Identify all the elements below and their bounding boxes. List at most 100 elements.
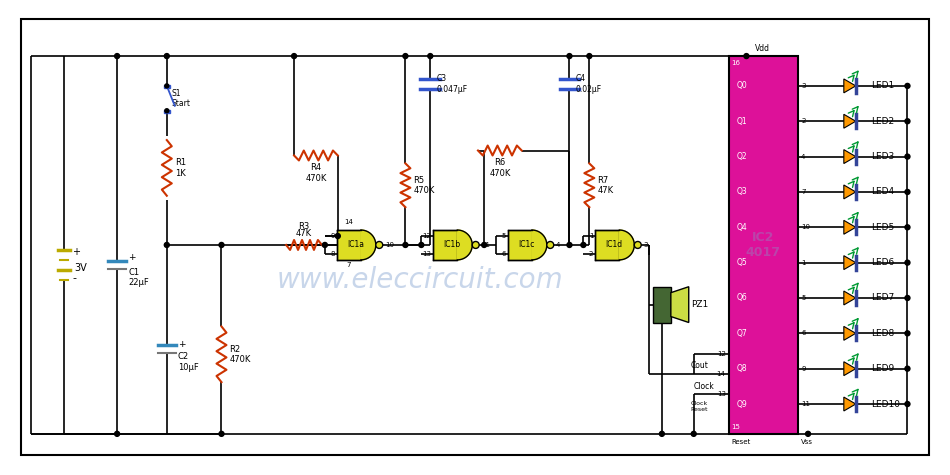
Text: Q1: Q1 [736, 117, 747, 126]
Circle shape [547, 241, 554, 248]
Text: 1: 1 [801, 260, 806, 266]
Circle shape [905, 190, 910, 194]
Text: Q0: Q0 [736, 81, 748, 90]
Polygon shape [619, 230, 635, 260]
Text: 13: 13 [422, 251, 431, 257]
Text: 1: 1 [589, 233, 594, 239]
Circle shape [905, 401, 910, 407]
Circle shape [403, 242, 408, 247]
Polygon shape [844, 79, 856, 93]
Text: 8: 8 [801, 424, 806, 430]
Text: IC1a: IC1a [347, 240, 364, 249]
Circle shape [580, 242, 586, 247]
Circle shape [905, 225, 910, 230]
Text: 15: 15 [732, 424, 740, 430]
Circle shape [567, 54, 572, 58]
Circle shape [335, 234, 340, 238]
Text: LED7: LED7 [870, 294, 894, 303]
Polygon shape [844, 150, 856, 163]
Text: 9: 9 [801, 366, 806, 371]
Polygon shape [361, 230, 376, 260]
Polygon shape [844, 362, 856, 376]
Text: 6: 6 [502, 251, 505, 257]
Text: 14: 14 [716, 371, 726, 377]
Circle shape [587, 54, 592, 58]
Text: IC1b: IC1b [444, 240, 461, 249]
Circle shape [905, 366, 910, 371]
Bar [163, 85, 170, 88]
Circle shape [164, 54, 169, 58]
Text: R6
470K: R6 470K [489, 159, 510, 178]
Polygon shape [844, 326, 856, 340]
Text: www.eleccircuit.com: www.eleccircuit.com [277, 266, 563, 294]
Text: LED1: LED1 [870, 81, 894, 90]
Circle shape [659, 431, 664, 437]
Text: R4
470K: R4 470K [305, 163, 327, 183]
Text: 6: 6 [801, 330, 806, 336]
Text: 2: 2 [801, 118, 806, 124]
Text: Clock: Clock [694, 382, 714, 391]
Circle shape [164, 109, 169, 113]
Text: R1
1K: R1 1K [175, 158, 186, 178]
Circle shape [905, 295, 910, 301]
Text: IC2
4017: IC2 4017 [746, 231, 781, 259]
Text: -: - [72, 273, 76, 283]
Text: Vss: Vss [801, 439, 813, 445]
Circle shape [806, 431, 810, 437]
Text: IC1d: IC1d [605, 240, 623, 249]
Text: R5
470K: R5 470K [413, 176, 435, 195]
Circle shape [219, 242, 224, 247]
Text: LED6: LED6 [870, 258, 894, 267]
Text: Q3: Q3 [736, 188, 748, 197]
Text: 12: 12 [423, 233, 431, 239]
Text: PZ1: PZ1 [691, 300, 708, 309]
Circle shape [905, 84, 910, 88]
Polygon shape [844, 185, 856, 199]
Circle shape [115, 431, 120, 437]
Circle shape [692, 431, 696, 437]
Text: 3: 3 [643, 242, 648, 248]
Polygon shape [671, 287, 689, 323]
Polygon shape [532, 230, 547, 260]
Circle shape [905, 260, 910, 265]
Text: LED2: LED2 [870, 117, 894, 126]
Text: Q6: Q6 [736, 294, 748, 303]
Polygon shape [844, 291, 856, 305]
Text: LED4: LED4 [870, 188, 894, 197]
Circle shape [905, 119, 910, 124]
Text: 10: 10 [801, 224, 810, 230]
Text: 3V: 3V [74, 263, 87, 273]
Text: C3
0.047μF: C3 0.047μF [436, 74, 467, 94]
Circle shape [472, 241, 479, 248]
Circle shape [403, 54, 408, 58]
Text: Q9: Q9 [736, 399, 748, 408]
Text: Clock
Reset: Clock Reset [691, 401, 709, 412]
Polygon shape [844, 114, 856, 128]
Circle shape [905, 331, 910, 336]
Bar [508, 230, 532, 260]
Bar [337, 230, 361, 260]
Circle shape [744, 54, 749, 58]
Circle shape [482, 242, 486, 247]
Circle shape [567, 242, 572, 247]
Text: Reset: Reset [732, 439, 750, 445]
Circle shape [376, 241, 383, 248]
Text: 8: 8 [331, 251, 334, 257]
Bar [163, 110, 170, 113]
Bar [653, 287, 671, 323]
Text: 5: 5 [801, 295, 806, 301]
Text: C2
10μF: C2 10μF [178, 352, 199, 372]
Text: Q2: Q2 [736, 152, 747, 161]
Text: Q8: Q8 [736, 364, 747, 373]
Circle shape [419, 242, 424, 247]
Bar [729, 56, 798, 434]
Text: Q5: Q5 [736, 258, 748, 267]
Text: C1
22μF: C1 22μF [128, 268, 149, 287]
Text: R3: R3 [298, 222, 310, 231]
Text: 3: 3 [801, 83, 806, 89]
Circle shape [635, 241, 641, 248]
Text: Cout: Cout [691, 361, 709, 371]
Text: +: + [128, 253, 136, 262]
Text: Vdd: Vdd [755, 44, 770, 53]
Text: LED5: LED5 [870, 223, 894, 232]
